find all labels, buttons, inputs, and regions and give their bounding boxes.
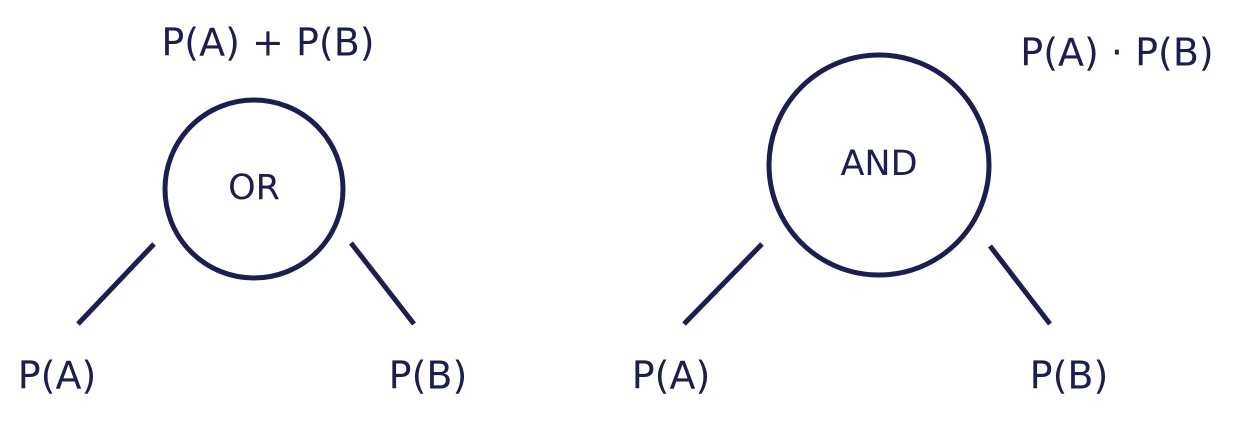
- and-node-circle: [766, 52, 992, 278]
- or-node-circle: [162, 97, 346, 281]
- or-node-label: OR: [228, 168, 280, 208]
- and-diagram: P(A) · P(B) AND P(A) P(B): [632, 31, 1214, 398]
- or-right-edge: [349, 241, 416, 326]
- or-diagram: P(A) + P(B) OR P(A) P(B): [18, 21, 468, 398]
- and-right-edge: [988, 244, 1052, 326]
- or-formula: P(A) + P(B): [161, 21, 374, 65]
- and-right-leaf: P(B): [1030, 354, 1109, 398]
- and-left-edge: [682, 242, 764, 326]
- or-left-leaf: P(A): [18, 354, 97, 398]
- and-formula: P(A) · P(B): [1020, 31, 1213, 75]
- or-left-edge: [76, 242, 156, 326]
- or-right-leaf: P(B): [389, 354, 468, 398]
- and-left-leaf: P(A): [632, 354, 711, 398]
- and-node-label: AND: [840, 144, 917, 184]
